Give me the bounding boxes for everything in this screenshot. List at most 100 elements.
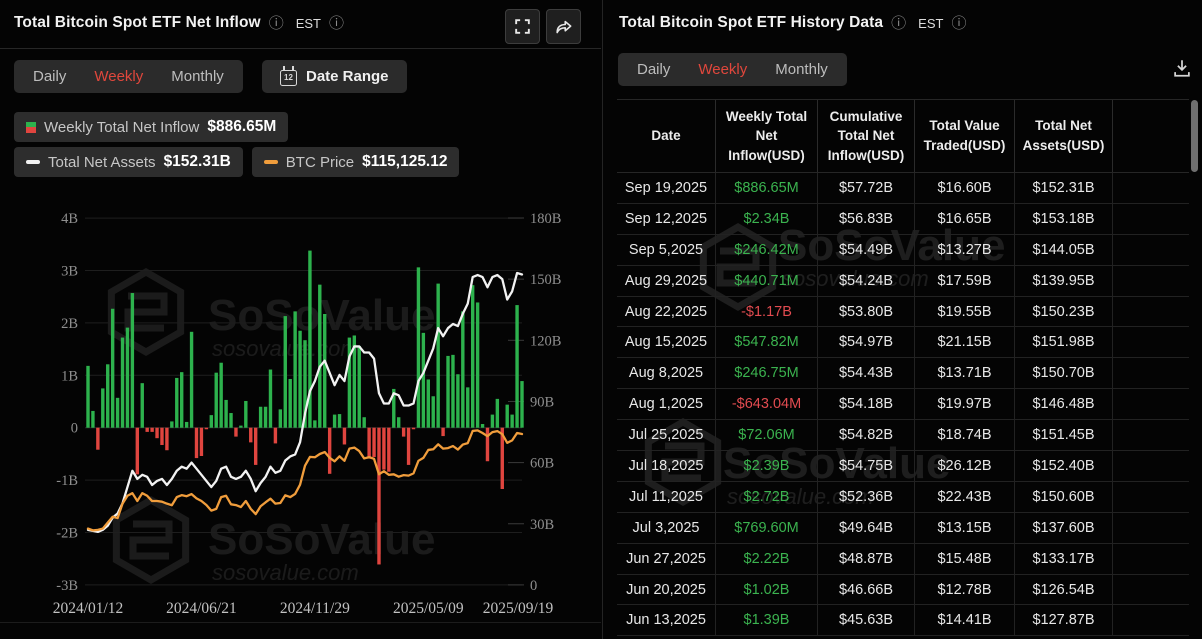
tab-daily[interactable]: Daily <box>20 62 79 91</box>
legend-weekly-net-inflow[interactable]: Weekly Total Net Inflow $886.65M <box>14 112 289 142</box>
tab-monthly[interactable]: Monthly <box>762 55 841 84</box>
page-title: Total Bitcoin Spot ETF Net Inflow <box>14 14 261 31</box>
value-traded-cell: $22.43B <box>915 481 1015 512</box>
tab-daily[interactable]: Daily <box>624 55 683 84</box>
net-assets-cell: $151.45B <box>1015 420 1113 451</box>
weekly-inflow-cell: $769.60M <box>716 512 818 543</box>
net-assets-cell: $150.60B <box>1015 481 1113 512</box>
cumulative-inflow-cell: $46.66B <box>818 574 915 605</box>
value-traded-cell: $15.48B <box>915 543 1015 574</box>
history-data-panel: SoSoValue sosovalue.com SoSoValue sosovalue… <box>602 0 1202 639</box>
weekly-inflow-cell: -$1.17B <box>716 296 818 327</box>
info-icon[interactable]: ⓘ <box>268 14 284 32</box>
tab-monthly[interactable]: Monthly <box>158 62 237 91</box>
weekly-inflow-cell: $440.71M <box>716 265 818 296</box>
date-cell: Aug 15,2025 <box>617 327 716 358</box>
net-assets-cell: $152.31B <box>1015 173 1113 203</box>
svg-text:2024/01/12: 2024/01/12 <box>53 600 124 617</box>
column-header: Total Value Traded(USD) <box>915 100 1015 172</box>
period-tabs-left: Daily Weekly Monthly <box>14 60 243 93</box>
value-traded-cell: $16.65B <box>915 203 1015 234</box>
date-cell: Jun 27,2025 <box>617 543 716 574</box>
svg-text:30B: 30B <box>530 517 554 533</box>
cumulative-inflow-cell: $53.80B <box>818 296 915 327</box>
svg-text:sosovalue.com: sosovalue.com <box>212 560 359 585</box>
svg-text:180B: 180B <box>530 211 561 227</box>
scrollbar-thumb[interactable] <box>1191 100 1198 172</box>
tab-weekly[interactable]: Weekly <box>81 62 156 91</box>
legend-value: $886.65M <box>207 118 277 135</box>
table-row: Sep 12,2025 $2.34B $56.83B $16.65B $153.18B <box>617 203 1189 235</box>
svg-text:-3B: -3B <box>56 578 78 594</box>
date-cell: Jun 20,2025 <box>617 574 716 605</box>
net-assets-cell: $153.18B <box>1015 203 1113 234</box>
svg-text:60B: 60B <box>530 456 554 472</box>
legend-total-net-assets[interactable]: Total Net Assets $152.31B <box>14 147 243 177</box>
filler-cell <box>1113 358 1189 388</box>
filler-cell <box>1113 235 1189 265</box>
weekly-inflow-cell: $2.39B <box>716 451 818 481</box>
date-cell: Sep 5,2025 <box>617 234 716 265</box>
svg-text:2024/06/21: 2024/06/21 <box>166 600 237 617</box>
value-traded-cell: $26.12B <box>915 451 1015 481</box>
cumulative-inflow-cell: $54.49B <box>818 234 915 265</box>
net-assets-cell: $146.48B <box>1015 389 1113 420</box>
date-range-button[interactable]: 12 Date Range <box>262 60 407 93</box>
table-row: Aug 8,2025 $246.75M $54.43B $13.71B $150.70B <box>617 358 1189 390</box>
cumulative-inflow-cell: $49.64B <box>818 512 915 543</box>
filler-cell <box>1113 389 1189 419</box>
filler-cell <box>1113 513 1189 543</box>
history-header: Total Bitcoin Spot ETF History Data ⓘ ES… <box>619 14 966 32</box>
table-row: Aug 29,2025 $440.71M $54.24B $17.59B $139.95… <box>617 265 1189 297</box>
date-cell: Aug 22,2025 <box>617 296 716 327</box>
cumulative-inflow-cell: $54.82B <box>818 420 915 451</box>
fullscreen-button[interactable] <box>505 9 540 44</box>
value-traded-cell: $13.15B <box>915 512 1015 543</box>
svg-text:90B: 90B <box>530 394 554 410</box>
cumulative-inflow-cell: $57.72B <box>818 173 915 203</box>
download-button[interactable] <box>1171 57 1193 79</box>
timezone-label: EST <box>295 15 321 31</box>
tab-weekly[interactable]: Weekly <box>685 55 760 84</box>
table-row: Jun 13,2025 $1.39B $45.63B $14.41B $127.87B <box>617 605 1189 637</box>
panel-bottom-divider <box>0 622 601 623</box>
legend-btc-price[interactable]: BTC Price $115,125.12 <box>251 147 460 177</box>
share-icon <box>555 20 571 33</box>
share-button[interactable] <box>546 9 581 44</box>
svg-text:120B: 120B <box>530 333 561 349</box>
table-row: Jun 27,2025 $2.22B $48.87B $15.48B $133.17B <box>617 543 1189 575</box>
filler-cell <box>1113 204 1189 234</box>
history-table: Date Weekly Total Net Inflow(USD) Cumulati… <box>617 99 1189 637</box>
value-traded-cell: $13.27B <box>915 234 1015 265</box>
svg-text:2024/11/29: 2024/11/29 <box>280 600 350 617</box>
info-icon[interactable]: ⓘ <box>329 14 345 32</box>
table-row: Aug 1,2025 -$643.04M $54.18B $19.97B $146.48… <box>617 389 1189 421</box>
legend-label: Weekly Total Net Inflow <box>44 118 200 136</box>
value-traded-cell: $12.78B <box>915 574 1015 605</box>
info-icon[interactable]: ⓘ <box>951 14 967 32</box>
bar-series-swatch-icon <box>26 121 36 133</box>
date-cell: Aug 1,2025 <box>617 389 716 420</box>
legend-row-1: Weekly Total Net Inflow $886.65M <box>14 112 289 142</box>
weekly-inflow-cell: -$643.04M <box>716 389 818 420</box>
net-inflow-panel: Total Bitcoin Spot ETF Net Inflow ⓘ EST … <box>0 9 601 630</box>
filler-cell <box>1113 420 1189 450</box>
info-icon[interactable]: ⓘ <box>891 14 907 32</box>
cumulative-inflow-cell: $56.83B <box>818 203 915 234</box>
svg-text:1B: 1B <box>61 368 78 384</box>
filler-cell <box>1113 605 1189 635</box>
net-assets-cell: $133.17B <box>1015 543 1113 574</box>
date-cell: Aug 8,2025 <box>617 358 716 389</box>
table-row: Sep 5,2025 $246.42M $54.49B $13.27B $144.05B <box>617 234 1189 266</box>
value-traded-cell: $19.97B <box>915 389 1015 420</box>
etf-net-inflow-chart[interactable]: SoSoValuesosovalue.comSoSoValuesosovalue… <box>0 190 601 630</box>
legend-value: $115,125.12 <box>362 153 448 170</box>
net-assets-cell: $151.98B <box>1015 327 1113 358</box>
download-icon <box>1174 60 1190 77</box>
table-body: Sep 19,2025 $886.65M $57.72B $16.60B $152.31… <box>617 173 1189 637</box>
table-row: Sep 19,2025 $886.65M $57.72B $16.60B $152.31… <box>617 173 1189 204</box>
svg-text:150B: 150B <box>530 272 561 288</box>
column-header: Cumulative Total Net Inflow(USD) <box>818 100 915 172</box>
value-traded-cell: $14.41B <box>915 605 1015 636</box>
